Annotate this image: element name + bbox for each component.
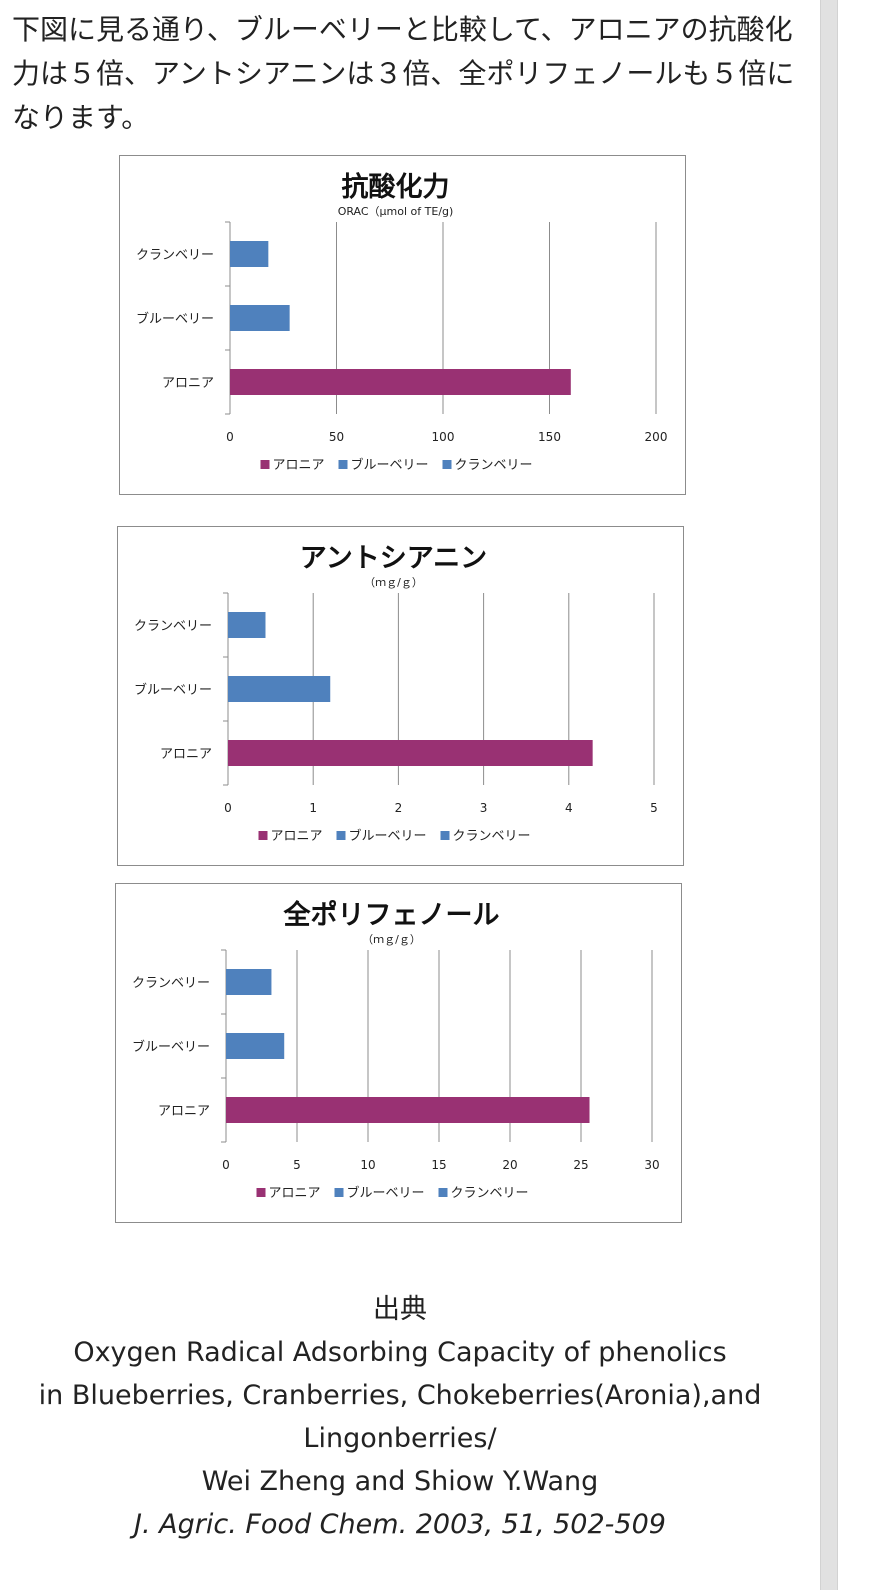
category-label: ブルーベリー bbox=[134, 682, 212, 698]
x-tick-label: 25 bbox=[573, 1158, 588, 1172]
chart-svg: アントシアニン（ｍｇ/ｇ）0 1 2 3 4 5クランベリーブルーベリーアロニアアロニアブ… bbox=[134, 543, 658, 844]
legend-blueberry-label: ブルーベリー bbox=[347, 1185, 425, 1201]
x-tick-label: 2 bbox=[395, 801, 403, 815]
x-tick-label: 0 bbox=[222, 1158, 230, 1172]
chart-subtitle: （ｍｇ/ｇ） bbox=[362, 933, 421, 946]
category-label: ブルーベリー bbox=[136, 311, 214, 327]
antioxidant-chart: 抗酸化力 ORAC（µmol of TE/g) 0 50 100 150 200 クランベリー… bbox=[119, 155, 686, 495]
x-tick-label: 15 bbox=[431, 1158, 446, 1172]
bar-aronia bbox=[226, 1097, 590, 1123]
x-tick-label: 3 bbox=[480, 801, 488, 815]
x-tick-label: 0 bbox=[226, 430, 234, 444]
legend-aronia-swatch bbox=[260, 460, 270, 469]
bar-blueberry bbox=[228, 676, 331, 702]
scrollbar[interactable] bbox=[820, 0, 838, 1590]
category-label: アロニア bbox=[160, 747, 212, 762]
bar-cranberry bbox=[228, 612, 266, 638]
x-tick-label: 150 bbox=[538, 430, 561, 444]
x-tick-label: 5 bbox=[293, 1158, 301, 1172]
chart-title: 抗酸化力 bbox=[342, 171, 450, 203]
legend-cranberry-label: クランベリー bbox=[451, 1186, 529, 1201]
legend-blueberry-swatch bbox=[338, 460, 348, 469]
anthocyanin-chart: アントシアニン （ｍｇ/ｇ） 0 1 2 3 4 5 クランベリー ブルーベリー アロニア アロニアブ… bbox=[117, 526, 684, 866]
category-label: クランベリー bbox=[134, 619, 212, 634]
chart-title: 全ポリフェノール bbox=[283, 899, 500, 931]
bar-cranberry bbox=[230, 241, 269, 267]
legend-cranberry-swatch bbox=[442, 460, 452, 469]
chart-subtitle: ORAC（µmol of TE/g) bbox=[338, 205, 454, 218]
polyphenol-chart: 全ポリフェノール （ｍｇ/ｇ） 0 5 10 15 20 25 30 クランベリー ブルーベリー アロ… bbox=[115, 883, 682, 1223]
x-tick-label: 10 bbox=[360, 1158, 375, 1172]
legend-cranberry-swatch bbox=[440, 831, 450, 840]
bar-blueberry bbox=[226, 1033, 285, 1059]
category-label: アロニア bbox=[162, 376, 214, 391]
x-tick-label: 5 bbox=[650, 801, 658, 815]
citation-block: 出典 Oxygen Radical Adsorbing Capacity of … bbox=[0, 1288, 800, 1546]
x-tick-label: 30 bbox=[644, 1158, 659, 1172]
citation-authors: Wei Zheng and Shiow Y.Wang bbox=[201, 1466, 599, 1497]
category-label: アロニア bbox=[158, 1104, 210, 1119]
citation-journal: J. Agric. Food Chem. 2003, 51, 502-509 bbox=[134, 1509, 666, 1540]
bar-cranberry bbox=[226, 969, 272, 995]
legend-aronia-label: アロニア bbox=[273, 458, 325, 473]
legend-aronia-label: アロニア bbox=[269, 1186, 321, 1201]
x-tick-label: 50 bbox=[329, 430, 344, 444]
chart-svg: 抗酸化力 ORAC（µmol of TE/g) 0 50 100 150 200 クランベリー… bbox=[136, 171, 668, 473]
legend-cranberry-label: クランベリー bbox=[453, 829, 531, 844]
chart-svg: 全ポリフェノール（ｍｇ/ｇ）0 5 10 15 20 25 30クランベリーブルーベリーアロ… bbox=[132, 899, 660, 1201]
legend-blueberry-swatch bbox=[334, 1188, 344, 1197]
bar-blueberry bbox=[230, 305, 290, 331]
legend-blueberry-label: ブルーベリー bbox=[351, 457, 429, 473]
intro-paragraph: 下図に見る通り、ブルーベリーと比較して、アロニアの抗酸化力は５倍、アントシアニン… bbox=[12, 13, 795, 134]
x-tick-label: 20 bbox=[502, 1158, 517, 1172]
legend-cranberry-label: クランベリー bbox=[455, 458, 533, 473]
category-label: クランベリー bbox=[132, 976, 210, 991]
category-label: ブルーベリー bbox=[132, 1039, 210, 1055]
legend-blueberry-label: ブルーベリー bbox=[349, 828, 427, 844]
legend-blueberry-swatch bbox=[336, 831, 346, 840]
x-tick-label: 1 bbox=[309, 801, 317, 815]
citation-heading: 出典 bbox=[373, 1294, 427, 1325]
category-label: クランベリー bbox=[136, 248, 214, 263]
bar-aronia bbox=[228, 740, 593, 766]
bar-aronia bbox=[230, 369, 571, 395]
chart-title: アントシアニン bbox=[300, 543, 487, 574]
x-tick-label: 200 bbox=[645, 430, 668, 444]
legend-aronia-label: アロニア bbox=[271, 829, 323, 844]
x-tick-label: 4 bbox=[565, 801, 573, 815]
citation-title-line-3: Lingonberries/ bbox=[303, 1423, 497, 1454]
citation-title-line-1: Oxygen Radical Adsorbing Capacity of phe… bbox=[73, 1337, 727, 1368]
citation-title-line-2: in Blueberries, Cranberries, Chokeberrie… bbox=[38, 1380, 762, 1411]
x-tick-label: 100 bbox=[432, 430, 455, 444]
x-tick-label: 0 bbox=[224, 801, 232, 815]
legend-aronia-swatch bbox=[258, 831, 268, 840]
legend-aronia-swatch bbox=[256, 1188, 266, 1197]
chart-subtitle: （ｍｇ/ｇ） bbox=[364, 576, 423, 589]
legend-cranberry-swatch bbox=[438, 1188, 448, 1197]
